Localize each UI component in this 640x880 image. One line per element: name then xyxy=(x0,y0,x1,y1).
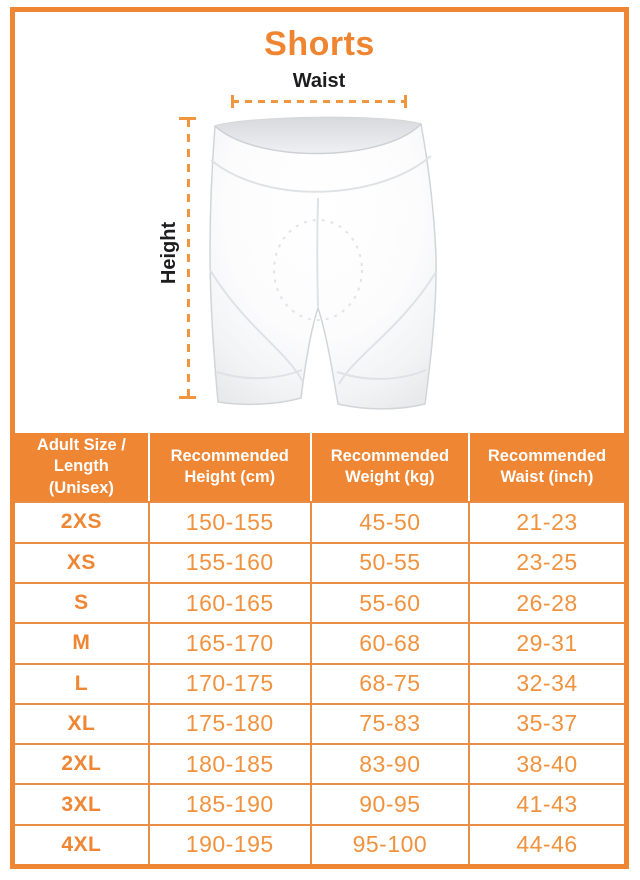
cell-size: 3XL xyxy=(61,792,102,816)
table-row: L 170-175 68-75 32-34 xyxy=(15,662,624,703)
cell-waist: 29-31 xyxy=(468,624,624,663)
table-row: XS 155-160 50-55 23-25 xyxy=(15,541,624,582)
cell-waist: 32-34 xyxy=(468,664,624,703)
orange-frame: Shorts Waist Height xyxy=(10,7,629,869)
cell-waist: 38-40 xyxy=(468,745,624,784)
cell-height: 170-175 xyxy=(147,664,310,703)
cell-weight: 45-50 xyxy=(309,503,468,542)
height-measure-tick-bottom xyxy=(179,396,196,399)
cell-weight: 75-83 xyxy=(309,704,468,744)
waist-measure-tick-left xyxy=(231,95,234,108)
table-row: M 165-170 60-68 29-31 xyxy=(15,622,624,663)
page-title: Shorts xyxy=(264,25,375,63)
table-header-weight: Recommended Weight (kg) xyxy=(309,433,468,502)
cell-size: 2XL xyxy=(61,752,102,776)
waist-measure-line xyxy=(232,100,406,103)
cell-weight: 55-60 xyxy=(309,583,468,623)
table-row: S 160-165 55-60 26-28 xyxy=(15,581,624,623)
height-label: Height xyxy=(158,221,180,285)
waist-measure-tick-right xyxy=(404,95,407,108)
cell-weight: 68-75 xyxy=(309,664,468,703)
height-measure-tick-top xyxy=(179,117,196,120)
table-header-height: Recommended Height (cm) xyxy=(147,433,310,502)
cell-size: 4XL xyxy=(61,832,102,856)
table-body: 2XS 150-155 45-50 21-23 XS 155-160 50-55… xyxy=(15,501,624,864)
cell-weight: 50-55 xyxy=(309,543,468,582)
table-row: 2XS 150-155 45-50 21-23 xyxy=(15,501,624,542)
cell-size: L xyxy=(74,671,89,695)
table-header-row: Adult Size / Length (Unisex) Recommended… xyxy=(15,433,624,502)
illustration-section: Shorts Waist Height xyxy=(15,12,624,433)
cell-weight: 83-90 xyxy=(309,745,468,784)
cell-size: XS xyxy=(66,550,96,574)
cell-height: 175-180 xyxy=(147,704,310,744)
cell-waist: 44-46 xyxy=(468,825,624,864)
table-row: 4XL 190-195 95-100 44-46 xyxy=(15,823,624,864)
cell-height: 150-155 xyxy=(147,503,310,542)
table-header-size: Adult Size / Length (Unisex) xyxy=(36,436,126,497)
cell-waist: 21-23 xyxy=(468,503,624,542)
table-row: 2XL 180-185 83-90 38-40 xyxy=(15,743,624,784)
cell-weight: 90-95 xyxy=(309,785,468,824)
shorts-illustration xyxy=(209,116,437,410)
cell-height: 165-170 xyxy=(147,624,310,663)
cell-waist: 41-43 xyxy=(468,785,624,824)
cell-size: M xyxy=(72,631,91,655)
waist-label: Waist xyxy=(292,70,346,92)
cell-waist: 26-28 xyxy=(468,583,624,623)
cell-waist: 23-25 xyxy=(468,543,624,582)
cell-weight: 95-100 xyxy=(309,825,468,864)
table-header-waist: Recommended Waist (inch) xyxy=(468,433,624,502)
cell-size: 2XS xyxy=(60,510,102,534)
cell-height: 190-195 xyxy=(147,825,310,864)
table-row: 3XL 185-190 90-95 41-43 xyxy=(15,783,624,824)
cell-size: S xyxy=(74,591,89,615)
size-chart-table: Adult Size / Length (Unisex) Recommended… xyxy=(15,433,624,864)
table-row: XL 175-180 75-83 35-37 xyxy=(15,702,624,744)
height-measure-line xyxy=(187,119,190,398)
cell-height: 185-190 xyxy=(147,785,310,824)
cell-weight: 60-68 xyxy=(309,624,468,663)
cell-waist: 35-37 xyxy=(468,704,624,744)
cell-height: 155-160 xyxy=(147,543,310,582)
cell-height: 180-185 xyxy=(147,745,310,784)
cell-height: 160-165 xyxy=(147,583,310,623)
cell-size: XL xyxy=(67,711,96,735)
